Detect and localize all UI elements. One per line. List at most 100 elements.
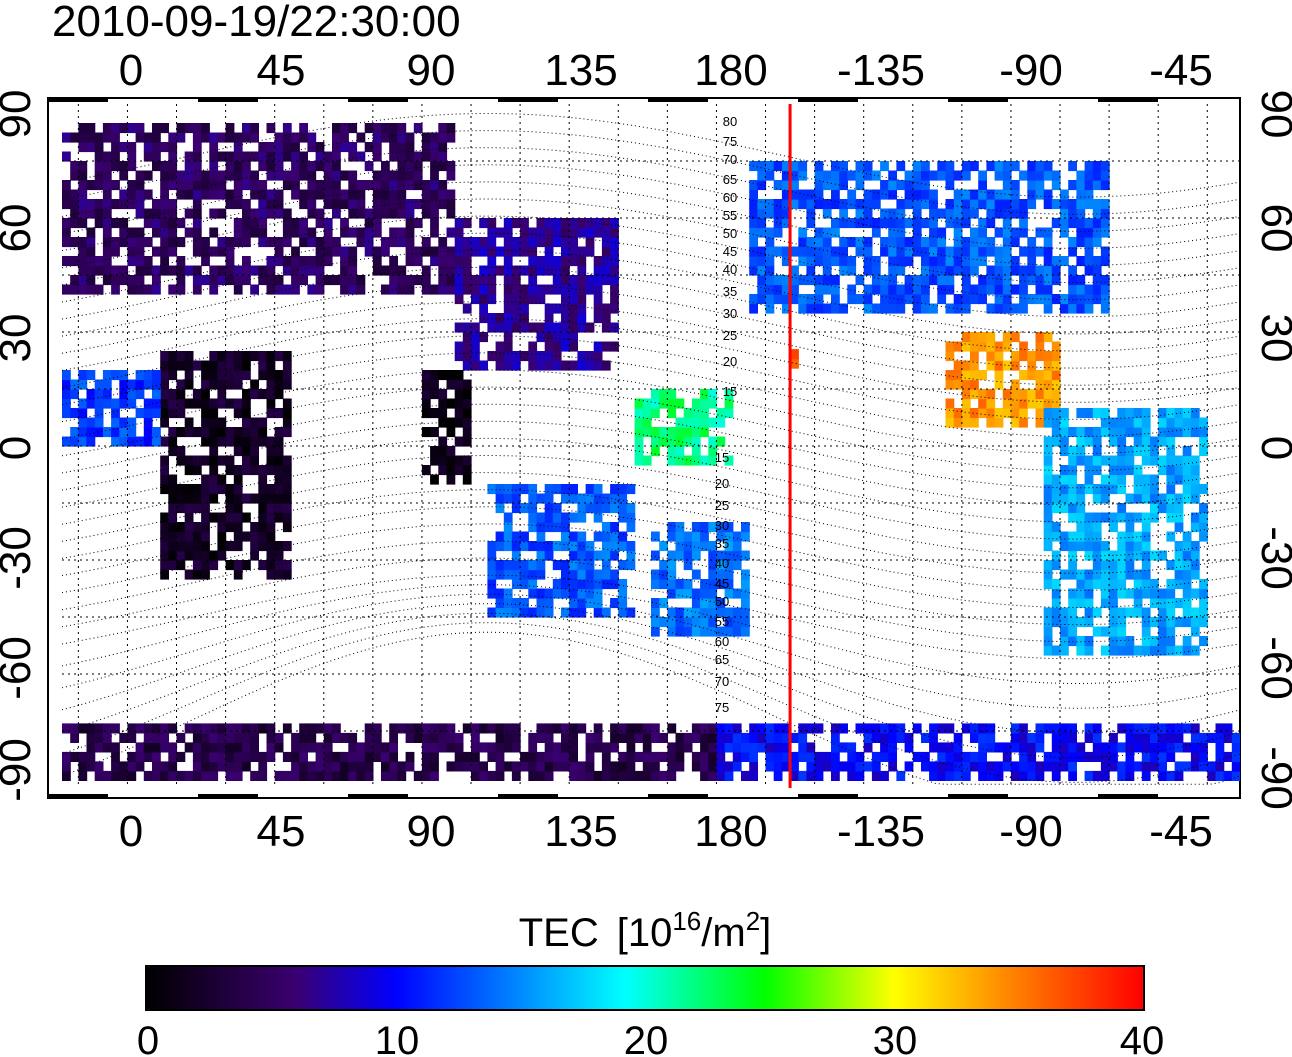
tec-cell (1109, 484, 1118, 494)
tec-cell (757, 256, 766, 266)
tec-cell (1142, 532, 1151, 542)
tec-cell (839, 723, 848, 733)
tec-cell (447, 733, 456, 743)
tec-cell (561, 589, 570, 599)
tec-cell (438, 161, 447, 171)
tec-cell (872, 256, 881, 266)
tec-cell (471, 742, 480, 752)
tec-cell (946, 209, 955, 219)
tec-cell (1175, 761, 1184, 771)
tec-cell (275, 484, 284, 494)
tec-cell (880, 723, 889, 733)
tec-cell (1003, 742, 1012, 752)
tec-cell (978, 733, 987, 743)
contour-label: 35 (715, 536, 729, 551)
tec-cell (954, 294, 963, 304)
tec-cell (1036, 266, 1045, 276)
tec-cell (1044, 627, 1053, 637)
tec-cell (1052, 522, 1061, 532)
tec-cell (422, 380, 431, 390)
tec-cell (880, 161, 889, 171)
tec-cell (561, 484, 570, 494)
tec-cell (119, 427, 128, 437)
tec-cell (447, 761, 456, 771)
tec-cell (267, 209, 276, 219)
tec-cell (856, 275, 865, 285)
tec-cell (970, 199, 979, 209)
tec-cell (496, 484, 505, 494)
tec-cell (209, 266, 218, 276)
tec-cell (127, 733, 136, 743)
tec-cell (1036, 285, 1045, 295)
tec-cell (422, 723, 431, 733)
tec-cell (766, 199, 775, 209)
left-latitude-axis: 90 60 30 0 -30 -60 -90 (0, 90, 40, 802)
tec-cell (1101, 570, 1110, 580)
tec-cell (766, 761, 775, 771)
tec-cell (1224, 723, 1233, 733)
tec-cell (193, 266, 202, 276)
tec-cell (733, 761, 742, 771)
tec-cell (1117, 560, 1126, 570)
tec-cell (168, 427, 177, 437)
tec-cell (561, 332, 570, 342)
tec-cell (144, 142, 153, 152)
tec-cell (856, 761, 865, 771)
tec-cell (986, 351, 995, 361)
tec-cell (577, 228, 586, 238)
tec-cell (1175, 560, 1184, 570)
tec-cell (397, 723, 406, 733)
tec-cell (455, 389, 464, 399)
tec-cell (676, 456, 685, 466)
contour-label: 20 (715, 476, 729, 491)
tec-cell (1036, 742, 1045, 752)
tec-cell (864, 294, 873, 304)
tec-cell (250, 228, 259, 238)
tec-cell (986, 247, 995, 257)
tec-cell (757, 294, 766, 304)
tec-cell (708, 399, 717, 409)
tec-cell (716, 752, 725, 762)
tec-cell (864, 199, 873, 209)
tec-cell (970, 285, 979, 295)
tec-cell (528, 228, 537, 238)
tec-cell (471, 761, 480, 771)
tec-cell (545, 752, 554, 762)
tec-cell (291, 142, 300, 152)
tec-cell (217, 361, 226, 371)
tec-cell (1085, 513, 1094, 523)
tec-cell (381, 209, 390, 219)
tec-cell (226, 199, 235, 209)
tec-cell (962, 275, 971, 285)
tec-cell (111, 218, 120, 228)
tec-cell (716, 771, 725, 781)
tec-cell (1060, 532, 1069, 542)
tec-cell (160, 723, 169, 733)
tec-cell (144, 408, 153, 418)
tec-cell (512, 532, 521, 542)
tec-cell (569, 323, 578, 333)
tec-cell (512, 541, 521, 551)
tec-cell (242, 437, 251, 447)
tec-cell (659, 570, 668, 580)
tec-cell (954, 199, 963, 209)
tec-cell (880, 180, 889, 190)
tec-cell (888, 256, 897, 266)
tec-cell (1052, 723, 1061, 733)
tec-cell (864, 190, 873, 200)
tec-cell (242, 733, 251, 743)
tec-cell (1093, 408, 1102, 418)
tec-cell (1109, 570, 1118, 580)
tec-cell (70, 437, 79, 447)
tec-cell (1085, 646, 1094, 656)
tec-cell (1191, 752, 1200, 762)
tec-cell (946, 752, 955, 762)
tec-cell (569, 332, 578, 342)
tec-cell (651, 446, 660, 456)
tec-cell (414, 152, 423, 162)
tec-cell (684, 617, 693, 627)
tec-cell (512, 608, 521, 618)
tec-cell (283, 380, 292, 390)
tec-cell (995, 228, 1004, 238)
tec-cell (528, 494, 537, 504)
